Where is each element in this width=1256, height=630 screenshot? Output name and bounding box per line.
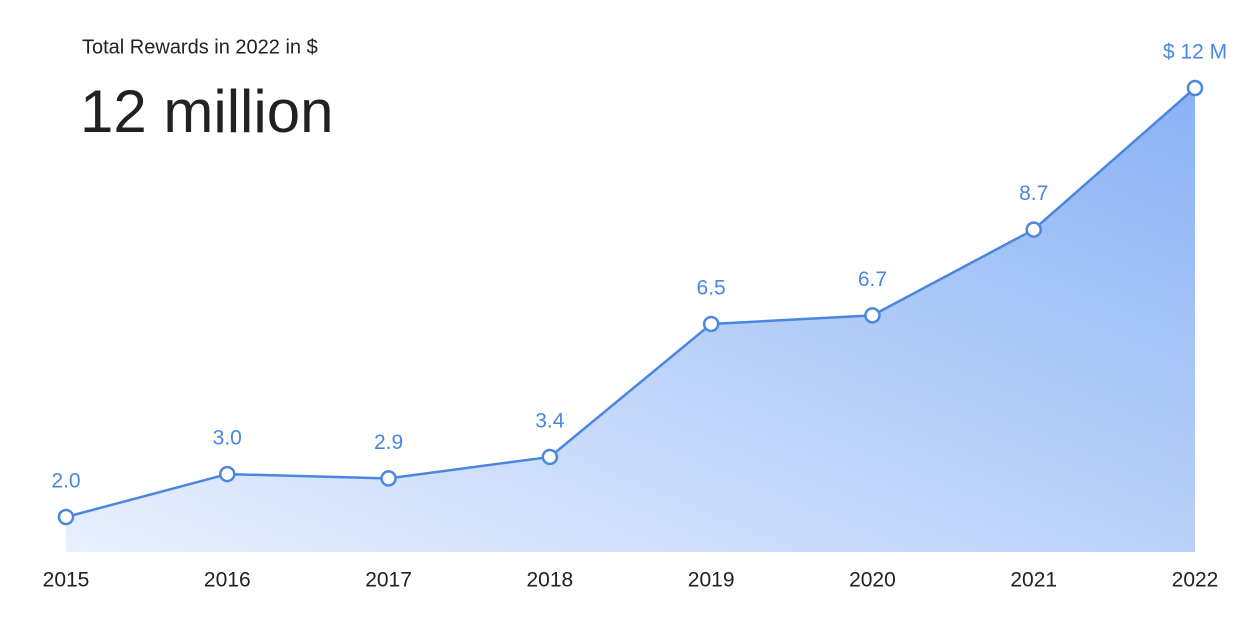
value-label: 6.7	[858, 268, 887, 291]
value-label: 2.9	[374, 431, 403, 454]
value-label: 6.5	[697, 276, 726, 299]
value-label: $ 12 M	[1163, 41, 1227, 64]
x-tick-label: 2018	[526, 569, 573, 592]
point	[219, 465, 236, 483]
line	[65, 87, 1196, 519]
x-tick-label: 2019	[688, 569, 735, 592]
headline: 12 million	[80, 78, 333, 145]
x-tick-label: 2022	[1172, 569, 1219, 592]
chart-title: Total Rewards in 2022 in $	[82, 36, 318, 58]
x-tick-label: 2015	[43, 569, 90, 592]
point	[1025, 221, 1042, 238]
area	[66, 88, 1195, 552]
x-tick-label: 2017	[365, 569, 412, 592]
point	[1186, 79, 1204, 97]
value-label: 3.4	[535, 409, 565, 432]
point	[864, 307, 881, 324]
x-tick-label: 2016	[204, 569, 251, 592]
point	[380, 470, 397, 487]
x-tick-label: 2021	[1010, 569, 1057, 592]
value-label: 3.0	[213, 427, 242, 450]
value-label: 8.7	[1019, 182, 1048, 205]
point	[57, 508, 75, 526]
value-label: 2.0	[51, 470, 80, 493]
point	[702, 315, 720, 333]
point	[541, 448, 559, 466]
x-tick-label: 2020	[849, 569, 896, 592]
